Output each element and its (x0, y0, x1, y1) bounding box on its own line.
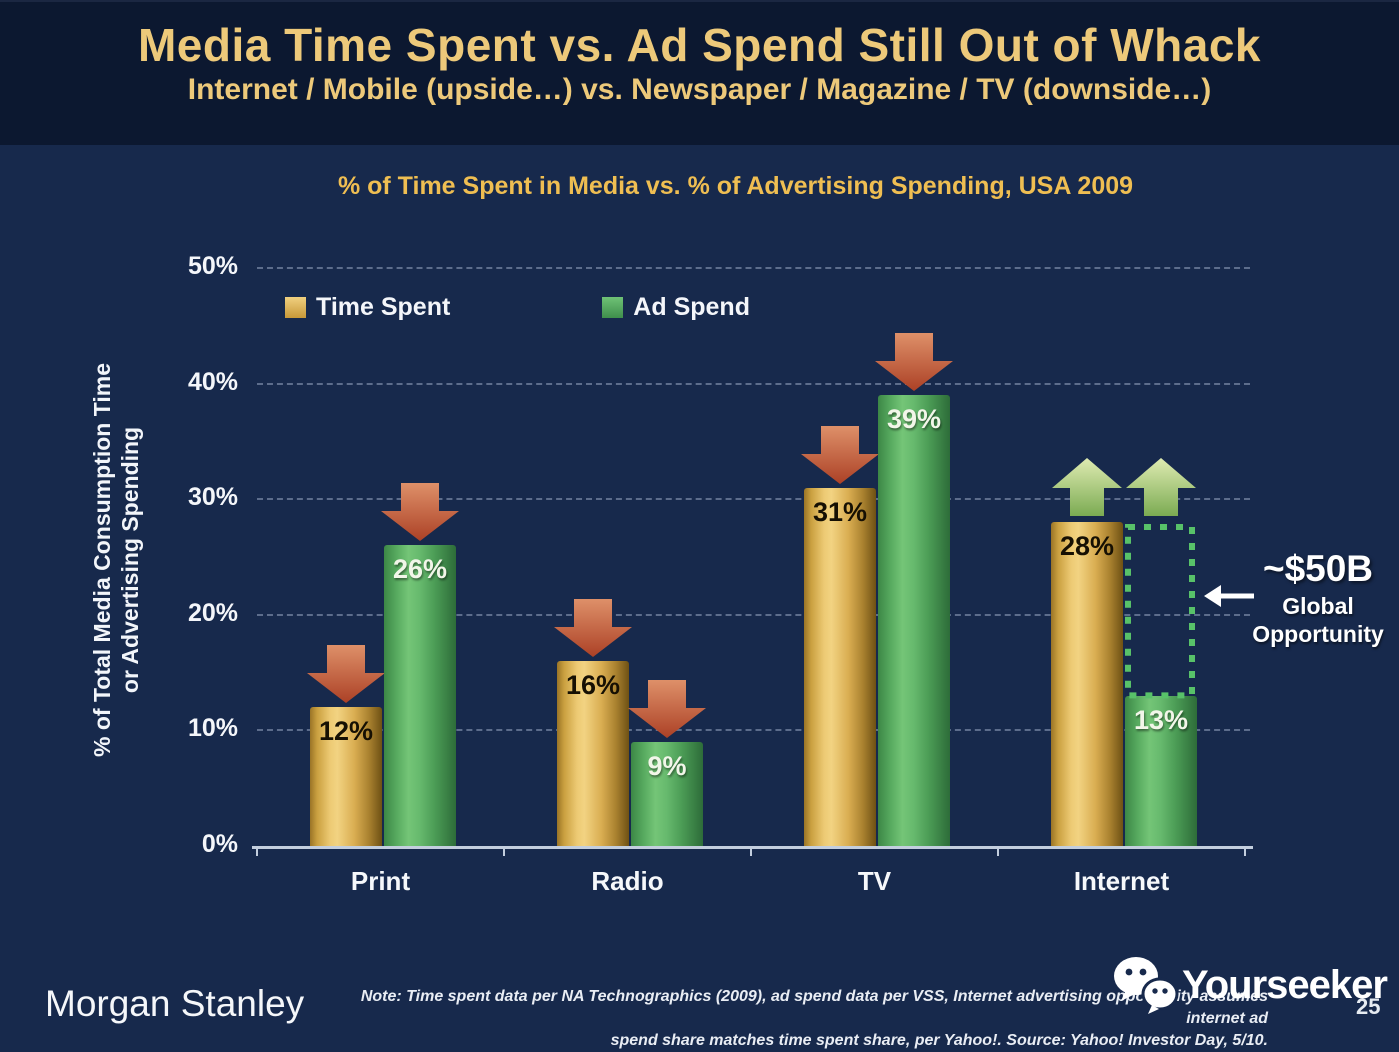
gridline-10 (257, 729, 1250, 732)
gridline-40 (257, 382, 1250, 385)
slide-title: Media Time Spent vs. Ad Spend Still Out … (137, 19, 1262, 71)
page-number: 25 (1356, 994, 1381, 1019)
x-axis-tick-4 (1244, 846, 1246, 856)
chart-title: % of Time Spent in Media vs. % of Advert… (337, 172, 1134, 200)
x-axis-tick-0 (256, 846, 258, 856)
y-tick-label-40: 40% (187, 367, 238, 396)
watermark: Yourseeker (1112, 956, 1388, 1014)
slide-subtitle: Internet / Mobile (upside…) vs. Newspape… (187, 73, 1212, 106)
bar-ad-spend-internet (1125, 695, 1197, 846)
trend-arrow-down-print-time-spent (307, 645, 385, 708)
source-note-line1: Note: Time spent data per NA Technograph… (360, 988, 1268, 1027)
y-tick-label-10: 10% (187, 714, 238, 743)
bar-label-ad-spend-tv: 39% (886, 404, 942, 435)
left-arrow-icon (1204, 585, 1254, 607)
opportunity-value: ~$50B (1262, 548, 1374, 589)
opportunity-caption: Global Opportunity (1252, 593, 1384, 647)
trend-arrow-down-radio-time-spent (554, 599, 632, 662)
opportunity-dotted-rect (1125, 524, 1195, 699)
x-axis-tick-3 (997, 846, 999, 856)
morgan-stanley-logo: Morgan Stanley (45, 983, 305, 1024)
trend-arrow-down-print-ad-spend (381, 483, 459, 546)
x-axis-tick-1 (503, 846, 505, 856)
x-category-label-tv: TV (857, 866, 892, 896)
legend-label-ad-spend: Ad Spend (633, 293, 750, 321)
x-category-label-print: Print (350, 866, 411, 896)
source-note-line2: spend share matches time spent share, pe… (610, 1032, 1268, 1049)
y-tick-label-20: 20% (187, 598, 238, 627)
bar-time-spent-tv (804, 487, 876, 846)
bar-label-ad-spend-print: 26% (392, 554, 448, 585)
x-axis-line (252, 846, 1253, 849)
bar-label-time-spent-radio: 16% (565, 670, 621, 701)
bar-time-spent-print (310, 707, 382, 846)
trend-arrow-down-radio-ad-spend (628, 679, 706, 743)
x-category-label-radio: Radio (591, 866, 664, 896)
trend-arrow-up-internet-ad-spend (1126, 458, 1196, 521)
y-tick-label-50: 50% (187, 252, 238, 280)
bar-label-time-spent-print: 12% (318, 716, 374, 747)
chart-legend: Time Spent Ad Spend (285, 293, 750, 322)
y-tick-label-30: 30% (187, 483, 238, 512)
bar-ad-spend-tv (878, 395, 950, 846)
bar-ad-spend-radio (631, 741, 703, 846)
trend-arrow-down-tv-time-spent (801, 425, 879, 489)
source-note: Note: Time spent data per NA Technograph… (320, 986, 1268, 1052)
opportunity-annotation: ~$50B Global Opportunity (1243, 548, 1393, 648)
watermark-text: Yourseeker (1182, 962, 1388, 1007)
bar-label-time-spent-internet: 28% (1059, 531, 1115, 562)
bar-ad-spend-print (384, 545, 456, 846)
trend-arrow-up-internet-time-spent (1052, 458, 1122, 521)
legend-label-time-spent: Time Spent (316, 293, 451, 321)
x-axis-tick-2 (750, 846, 752, 856)
bar-label-ad-spend-internet: 13% (1133, 704, 1189, 735)
y-tick-label-0: 0% (201, 830, 238, 858)
gridline-30 (257, 498, 1250, 501)
bar-time-spent-radio (557, 661, 629, 846)
gridline-50 (257, 267, 1250, 269)
slide-header: Media Time Spent vs. Ad Spend Still Out … (0, 0, 1399, 145)
trend-arrow-down-tv-ad-spend (875, 333, 953, 396)
wechat-icon (1114, 957, 1179, 1014)
bar-label-time-spent-tv: 31% (812, 496, 868, 527)
bar-time-spent-internet (1051, 522, 1123, 846)
gridline-20 (257, 613, 1250, 616)
legend-item-ad-spend: Ad Spend (602, 293, 750, 322)
bar-label-ad-spend-radio: 9% (647, 750, 687, 781)
legend-swatch-time-spent (285, 297, 306, 318)
x-category-label-internet: Internet (1073, 866, 1170, 896)
legend-swatch-ad-spend (602, 297, 624, 318)
legend-item-time-spent: Time Spent (285, 293, 450, 322)
